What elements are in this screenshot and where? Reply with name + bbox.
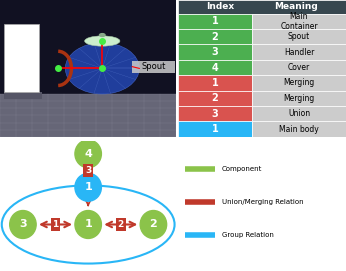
Text: Index: Index	[206, 2, 234, 11]
Text: 2: 2	[212, 32, 218, 42]
Text: Union/Merging Relation: Union/Merging Relation	[222, 199, 303, 205]
FancyBboxPatch shape	[252, 14, 346, 29]
FancyBboxPatch shape	[178, 14, 252, 29]
Text: Merging: Merging	[283, 78, 315, 88]
Text: 2: 2	[149, 220, 157, 230]
Text: Spout: Spout	[288, 32, 310, 41]
FancyBboxPatch shape	[178, 121, 252, 137]
FancyBboxPatch shape	[178, 44, 252, 60]
Circle shape	[75, 140, 101, 168]
FancyBboxPatch shape	[252, 44, 346, 60]
Text: Group Relation: Group Relation	[222, 231, 274, 238]
FancyBboxPatch shape	[178, 75, 252, 91]
Circle shape	[10, 211, 36, 238]
Text: 1: 1	[84, 182, 92, 192]
FancyBboxPatch shape	[178, 29, 252, 44]
Text: Component: Component	[222, 166, 262, 172]
FancyBboxPatch shape	[252, 29, 346, 44]
FancyBboxPatch shape	[252, 60, 346, 75]
FancyBboxPatch shape	[252, 91, 346, 106]
FancyBboxPatch shape	[3, 24, 39, 92]
Text: 4: 4	[212, 63, 218, 73]
Text: Spout: Spout	[141, 62, 166, 71]
Ellipse shape	[99, 33, 106, 37]
Circle shape	[75, 173, 101, 201]
Circle shape	[140, 211, 167, 238]
FancyBboxPatch shape	[178, 106, 252, 121]
Text: 1: 1	[53, 220, 59, 229]
Text: 1: 1	[212, 124, 218, 134]
Ellipse shape	[85, 36, 120, 46]
Text: 1: 1	[84, 220, 92, 230]
Text: 1: 1	[212, 16, 218, 26]
Ellipse shape	[65, 43, 139, 94]
FancyBboxPatch shape	[0, 0, 176, 94]
Text: 3: 3	[212, 109, 218, 119]
FancyBboxPatch shape	[132, 61, 175, 73]
Text: 4: 4	[84, 149, 92, 159]
Text: Handler: Handler	[284, 48, 314, 57]
Text: Union: Union	[288, 109, 310, 118]
Text: Meaning: Meaning	[274, 2, 318, 11]
Text: 3: 3	[212, 47, 218, 57]
FancyBboxPatch shape	[3, 92, 42, 99]
FancyBboxPatch shape	[252, 106, 346, 121]
FancyBboxPatch shape	[252, 75, 346, 91]
FancyBboxPatch shape	[178, 0, 346, 14]
Text: Main
Container: Main Container	[280, 12, 318, 31]
Text: Merging: Merging	[283, 94, 315, 103]
Text: 2: 2	[212, 93, 218, 103]
Text: Main body: Main body	[279, 125, 319, 134]
Polygon shape	[0, 94, 176, 137]
FancyBboxPatch shape	[252, 121, 346, 137]
Text: 3: 3	[85, 166, 91, 175]
Circle shape	[75, 211, 101, 238]
Text: 2: 2	[118, 220, 124, 229]
FancyBboxPatch shape	[178, 60, 252, 75]
Text: 3: 3	[19, 220, 27, 230]
Text: 1: 1	[212, 78, 218, 88]
FancyBboxPatch shape	[178, 91, 252, 106]
Text: Cover: Cover	[288, 63, 310, 72]
